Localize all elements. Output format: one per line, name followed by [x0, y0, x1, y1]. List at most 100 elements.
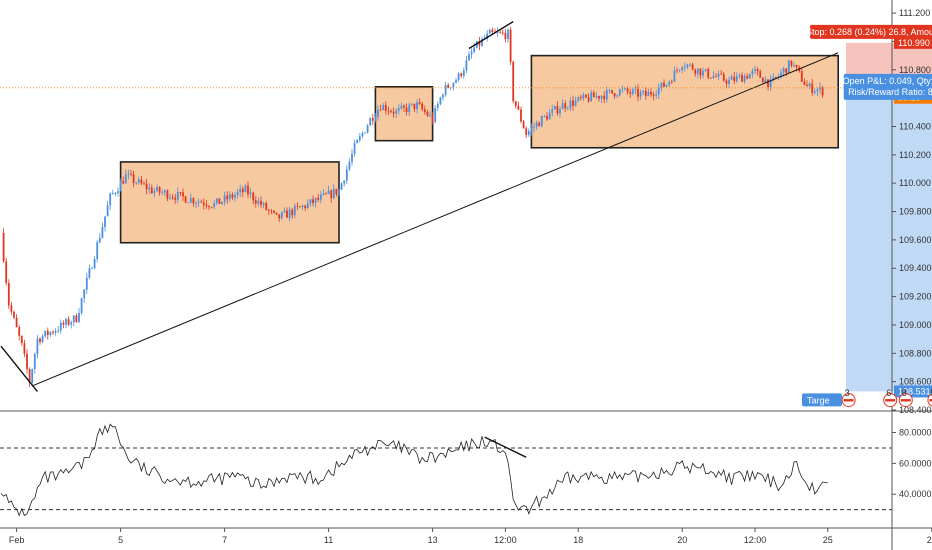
candle-body [57, 330, 60, 332]
candle-body [130, 173, 132, 175]
candle-body [803, 81, 806, 85]
candle-body [221, 201, 223, 204]
overlay: Stop: 0.268 (0.24%) 26.8, Amount: 750.22… [802, 24, 932, 408]
candle-body [200, 201, 203, 203]
candle-body [702, 70, 704, 76]
candle-body [353, 143, 356, 154]
candle-body [345, 169, 348, 181]
candle-body [501, 32, 504, 34]
x-tick-label: 25 [823, 535, 833, 545]
candle-body [460, 73, 463, 76]
candle-body [595, 95, 598, 98]
candle-body [150, 187, 153, 194]
candle-body [104, 216, 106, 227]
target-zone[interactable] [846, 80, 932, 392]
event-flag-stripe [843, 399, 854, 402]
candle-body [642, 90, 645, 93]
rsi-line[interactable] [0, 423, 828, 517]
candle-body [236, 192, 239, 196]
candle-body [418, 102, 421, 104]
candle-body [36, 338, 39, 355]
candle-body [286, 210, 288, 218]
candle-body [153, 190, 156, 194]
candle-body [280, 212, 283, 219]
candle-body [20, 335, 23, 344]
candle-body [811, 83, 814, 93]
candle-body [709, 77, 712, 79]
info-badge[interactable] [843, 73, 932, 100]
candle-body [234, 195, 236, 198]
candle-body [197, 201, 200, 203]
candle-body [13, 311, 15, 318]
candle-body [312, 199, 314, 204]
drawn-line-2[interactable] [468, 20, 514, 50]
candle-body [67, 319, 70, 325]
candle-body [499, 32, 502, 34]
candle-body [488, 29, 491, 34]
candle-body [390, 111, 392, 113]
candle-body [265, 203, 268, 210]
candle-body [143, 183, 145, 185]
open-pnl-label: Open P&L: 0.049, Qty: 932 [843, 76, 932, 86]
target-badge[interactable] [802, 393, 842, 407]
y-tick-label: 108.400 [899, 405, 932, 415]
candle-body [270, 210, 273, 212]
candle-body [7, 282, 10, 306]
candle-body [106, 205, 109, 217]
event-count: 5 [930, 388, 932, 398]
candle-body [624, 88, 626, 90]
candle-body [335, 188, 338, 195]
drawn-line-1[interactable] [0, 345, 38, 393]
range-box-2[interactable] [374, 86, 434, 142]
range-box-1[interactable] [119, 161, 340, 244]
candle-body [340, 183, 343, 190]
candle-body [392, 111, 395, 114]
candle-body [637, 88, 639, 97]
candle-body [223, 195, 226, 202]
x-tick-label: 27 [927, 535, 932, 545]
x-tick-label: 18 [573, 535, 583, 545]
candle-body [686, 64, 689, 68]
candle-body [426, 111, 429, 116]
candle-body [478, 41, 481, 46]
candle-body [767, 79, 769, 87]
x-tick-label: Feb [9, 535, 25, 545]
candle-body [707, 69, 710, 78]
candle-body [520, 109, 522, 122]
candle-body [694, 69, 697, 74]
candle-body [652, 94, 655, 96]
candle-body [299, 206, 301, 208]
candle-body [743, 75, 746, 82]
main-pane[interactable] [0, 20, 932, 393]
candle-body [605, 90, 608, 100]
candle-body [356, 140, 359, 144]
candle-body [78, 312, 80, 323]
candle-body [314, 197, 317, 204]
candle-body [530, 127, 533, 132]
candle-body [504, 33, 507, 40]
candle-body [626, 88, 629, 92]
candle-body [514, 101, 517, 106]
candle-body [681, 67, 684, 70]
candle-body [397, 108, 400, 111]
candle-body [553, 106, 556, 110]
stop-badge[interactable] [810, 24, 932, 39]
candle-body [239, 188, 242, 193]
candle-body [538, 122, 541, 127]
candle-body [75, 315, 78, 323]
rsi-tick-label: 60.0000 [899, 458, 932, 468]
rsi-drawn-line[interactable] [484, 436, 527, 458]
candle-body [634, 88, 637, 90]
x-tick-label: 11 [324, 535, 333, 545]
candle-body [772, 76, 775, 80]
candle-body [182, 192, 184, 197]
candle-body [109, 193, 112, 206]
candle-body [785, 68, 788, 73]
trendline[interactable] [32, 52, 839, 387]
risk-reward-label: Risk/Reward Ratio: 8.18 [848, 87, 932, 97]
y-tick-label: 110.400 [899, 121, 931, 131]
candle-body [26, 353, 28, 370]
event-flag-stripe [900, 399, 911, 402]
rsi-pane[interactable] [0, 423, 892, 517]
